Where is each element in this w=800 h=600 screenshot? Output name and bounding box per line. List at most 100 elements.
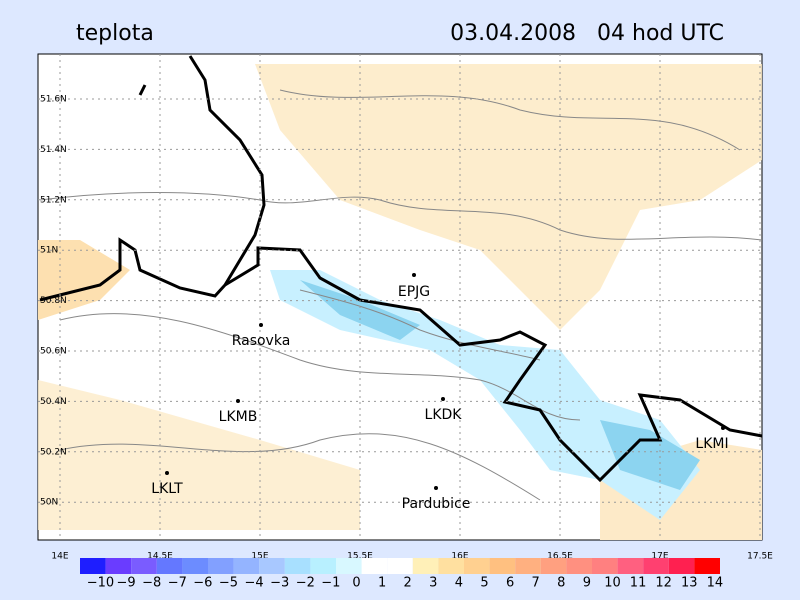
station-label: Pardubice — [402, 496, 471, 512]
legend-swatch — [361, 558, 388, 574]
legend-swatch — [668, 558, 695, 574]
legend-label: 3 — [429, 576, 437, 591]
warm-area — [38, 380, 360, 530]
stations: EPJG Rasovka LKMB LKDK LKMI LKLT Pardubi… — [151, 273, 729, 512]
lon-label: 14.5E — [147, 552, 173, 562]
legend-label: 4 — [455, 576, 463, 591]
legend-label: 0 — [352, 576, 360, 591]
lat-label: 51N — [40, 246, 58, 256]
legend-swatch — [310, 558, 336, 574]
legend-label: −7 — [168, 576, 187, 591]
legend-swatch — [464, 558, 490, 574]
legend-label: −2 — [296, 576, 315, 591]
station-label: EPJG — [398, 284, 430, 300]
legend-swatch — [131, 558, 157, 574]
legend-label: 8 — [557, 576, 565, 591]
station-dot — [434, 486, 438, 490]
legend-label: 11 — [630, 576, 647, 591]
station-label: LKMI — [695, 436, 728, 452]
warm-area — [38, 240, 130, 320]
legend-swatch — [566, 558, 592, 574]
legend-label: −5 — [219, 576, 238, 591]
legend-swatch — [694, 558, 720, 574]
border — [39, 55, 266, 302]
station-label: LKLT — [151, 481, 183, 497]
legend-label: 5 — [480, 576, 488, 591]
border — [224, 246, 763, 483]
legend-swatch — [412, 558, 439, 574]
legend-label: −1 — [321, 576, 340, 591]
legend-label: 7 — [532, 576, 540, 591]
legend-swatch — [617, 558, 644, 574]
legend-swatch — [592, 558, 618, 574]
lat-label: 51.4N — [40, 145, 67, 155]
warm-area — [255, 64, 762, 330]
station-dot — [412, 273, 416, 277]
legend-swatch — [208, 558, 234, 574]
station-dot — [165, 471, 169, 475]
legend-label: 9 — [583, 576, 591, 591]
legend-swatch — [182, 558, 208, 574]
station-label: LKDK — [425, 407, 463, 423]
cold-area — [600, 420, 700, 490]
legend-swatch — [540, 558, 567, 574]
legend-label: 2 — [404, 576, 412, 591]
lat-label: 50.4N — [40, 397, 67, 407]
legend-label: 13 — [681, 576, 698, 591]
legend-label: −6 — [193, 576, 212, 591]
legend-swatch — [284, 558, 311, 574]
legend-swatch — [643, 558, 669, 574]
contour — [59, 313, 581, 421]
lon-label: 14E — [51, 552, 68, 562]
lon-label: 15E — [251, 552, 268, 562]
lat-label: 50.8N — [40, 296, 67, 306]
lon-label: 16E — [451, 552, 468, 562]
legend-swatch — [105, 558, 132, 574]
legend-swatch — [259, 558, 285, 574]
border — [138, 84, 147, 96]
legend-label: −10 — [87, 576, 114, 591]
legend-label: 12 — [655, 576, 672, 591]
title: teplota — [76, 21, 154, 46]
map-area: 51.6N 51.4N 51.2N 51N 50.8N 50.6N 50.4N 50.2N 50… — [37, 53, 773, 562]
lon-label: 16.5E — [547, 552, 573, 562]
station-label: LKMB — [219, 409, 258, 425]
legend-swatch — [489, 558, 516, 574]
station-dot — [259, 323, 263, 327]
legend: −10 −9 −8 −7 −6 −5 −4 −3 −2 −1 0 1 2 3 4 5 6 7 8 9 10 11 12 13 1… — [80, 558, 723, 591]
legend-swatch — [515, 558, 541, 574]
cold-area — [300, 280, 420, 340]
legend-label: 6 — [506, 576, 514, 591]
contour — [59, 433, 541, 501]
legend-swatch — [80, 558, 106, 574]
cold-area — [270, 270, 700, 520]
station-dot — [441, 397, 445, 401]
contour — [279, 89, 741, 151]
legend-label: 10 — [604, 576, 621, 591]
legend-label: −8 — [142, 576, 161, 591]
lon-label: 17E — [651, 552, 668, 562]
contour — [299, 289, 541, 361]
lon-label: 17.5E — [747, 552, 773, 562]
station-dot — [236, 399, 240, 403]
lat-label: 51.2N — [40, 195, 67, 205]
legend-label: 14 — [707, 576, 724, 591]
lat-label: 50.2N — [40, 447, 67, 457]
lon-label: 15.5E — [347, 552, 373, 562]
station-dot — [721, 426, 725, 430]
lat-label: 50.6N — [40, 347, 67, 357]
lat-label: 50N — [40, 498, 58, 508]
legend-label: −4 — [244, 576, 263, 591]
legend-label: 1 — [378, 576, 386, 591]
station-label: Rasovka — [232, 333, 291, 349]
legend-swatch — [156, 558, 183, 574]
legend-swatch — [336, 558, 362, 574]
lat-label: 51.6N — [40, 95, 67, 105]
legend-label: −3 — [270, 576, 289, 591]
datetime: 03.04.2008 04 hod UTC — [450, 21, 724, 46]
legend-label: −9 — [116, 576, 135, 591]
legend-swatch — [387, 558, 413, 574]
legend-swatch — [233, 558, 260, 574]
legend-swatch — [438, 558, 464, 574]
